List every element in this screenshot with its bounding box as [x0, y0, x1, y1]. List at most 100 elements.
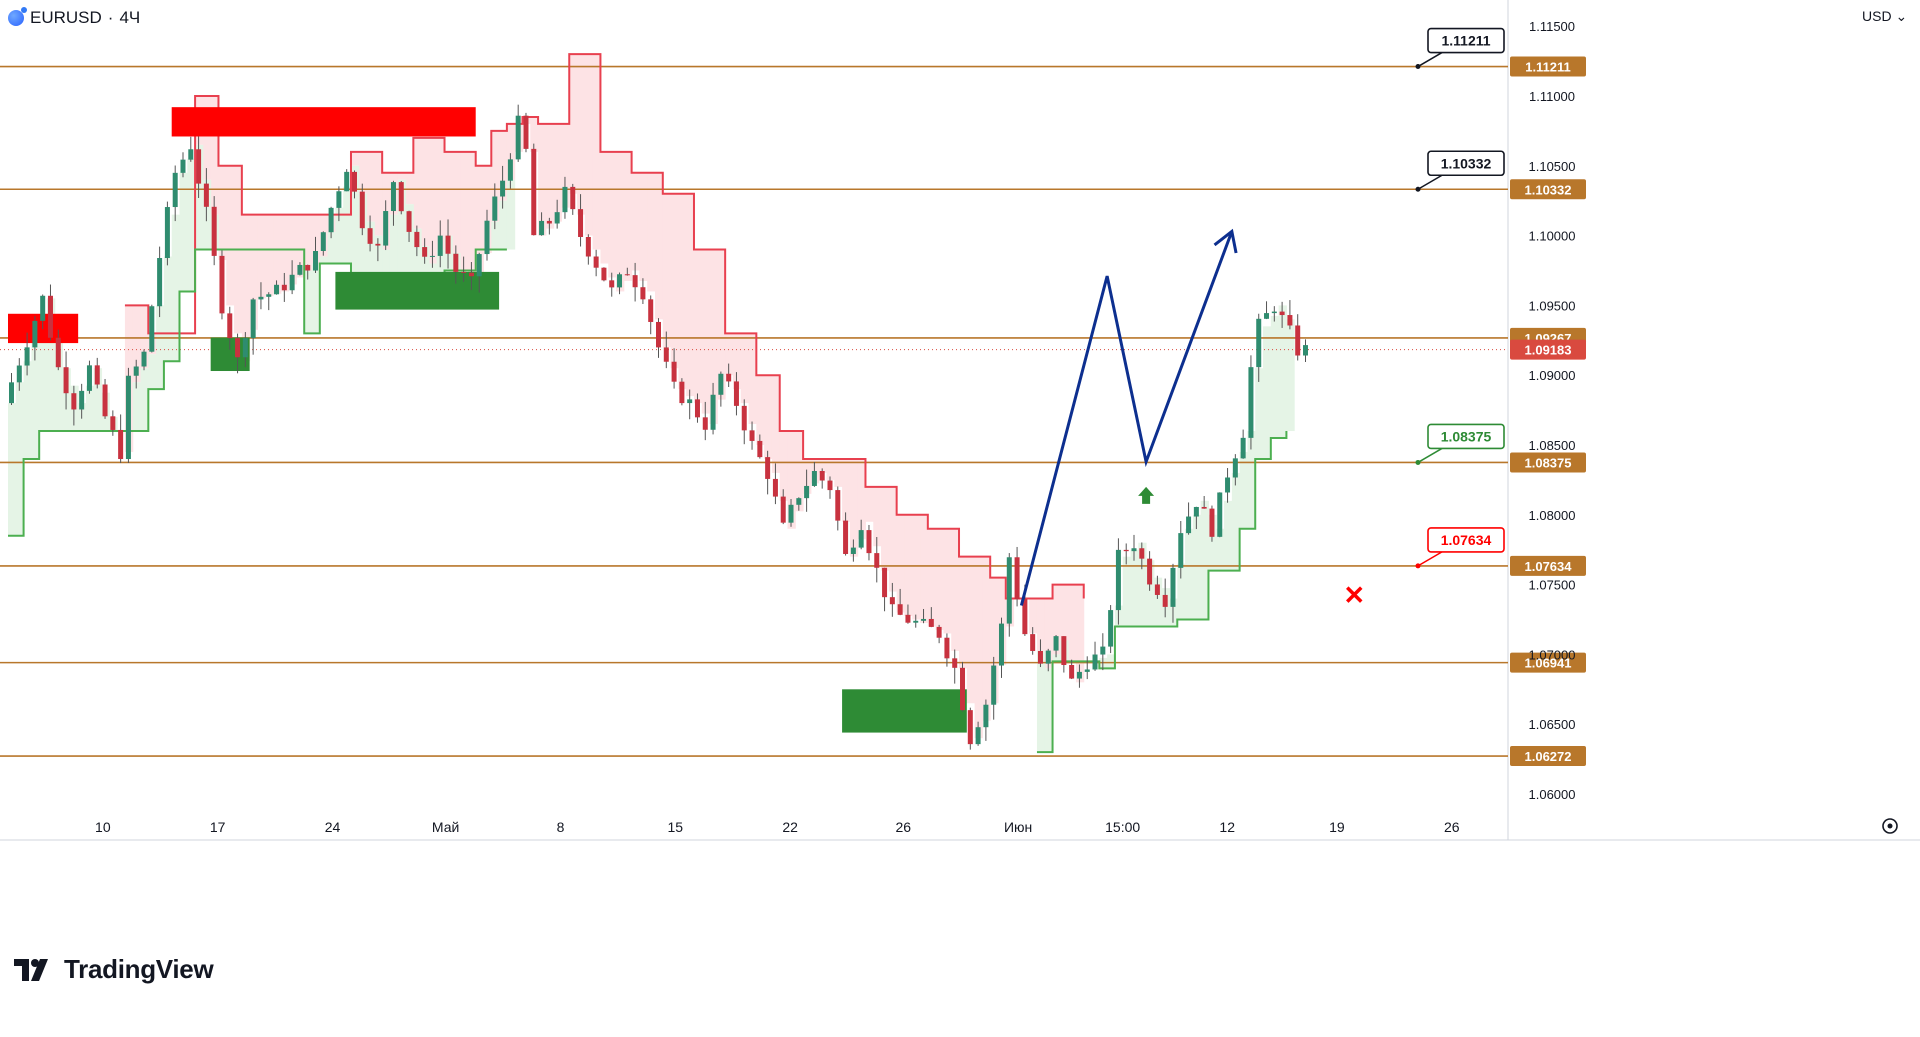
candle-body — [1193, 506, 1199, 517]
support-fill — [350, 165, 360, 292]
candle-body — [819, 471, 825, 481]
support-fill — [312, 263, 321, 334]
tradingview-logo[interactable]: TradingView — [14, 954, 214, 985]
candle-body — [671, 361, 677, 382]
candle-body — [1178, 533, 1184, 568]
support-fill — [62, 368, 71, 432]
resistance-fill — [538, 123, 547, 236]
time-tick-label: 15 — [668, 819, 684, 835]
resistance-fill — [740, 333, 750, 404]
support-fill — [1044, 668, 1054, 753]
candle-body — [274, 284, 280, 295]
candle-body — [1154, 584, 1160, 595]
candle-body — [219, 255, 225, 314]
callout-pointer — [1417, 174, 1443, 190]
demand-zone[interactable] — [335, 271, 500, 310]
time-tick-label: Июн — [1004, 819, 1032, 835]
resistance-fill — [1044, 598, 1054, 669]
support-fill — [23, 361, 32, 459]
candle-body — [921, 618, 927, 621]
time-tick-label: 22 — [782, 819, 798, 835]
support-fill — [1270, 315, 1280, 439]
projection-path[interactable] — [1019, 230, 1234, 606]
candle-body — [63, 367, 69, 394]
candle-body — [1303, 345, 1308, 356]
level-callout-box[interactable] — [1427, 423, 1505, 450]
level-price-tag — [1510, 179, 1586, 200]
resistance-fill — [428, 137, 438, 264]
resistance-fill — [132, 305, 142, 383]
level-price-tag — [1510, 746, 1586, 767]
candle-body — [1006, 557, 1012, 624]
resistance-fill — [366, 151, 375, 222]
level-price-tag — [1510, 56, 1586, 77]
level-callout-box[interactable] — [1427, 527, 1505, 553]
resistance-fill — [732, 333, 742, 390]
support-fill — [8, 403, 17, 536]
resistance-fill — [701, 249, 711, 414]
currency-menu[interactable]: USD ⌄ — [1862, 8, 1907, 25]
level-callout-label: 1.10332 — [1441, 155, 1492, 171]
candle-body — [710, 394, 716, 430]
resistance-fill — [693, 249, 703, 404]
candle-body — [531, 148, 537, 236]
resistance-fill — [974, 556, 983, 739]
support-fill — [421, 246, 430, 278]
supply-zone[interactable] — [171, 107, 476, 137]
resistance-fill — [849, 458, 859, 557]
resistance-fill — [460, 151, 469, 271]
candle-body — [1170, 567, 1176, 607]
resistance-fill — [1060, 584, 1069, 641]
support-fill — [1146, 560, 1155, 627]
candle-body — [1115, 549, 1121, 611]
candle-body — [390, 182, 396, 212]
resistance-fill — [273, 214, 282, 294]
candle-body — [687, 399, 693, 404]
level-callout-box[interactable] — [1427, 27, 1505, 54]
candle-body — [164, 207, 170, 259]
candle-body — [1240, 437, 1246, 459]
candle-body — [55, 337, 61, 368]
gear-icon[interactable] — [1882, 818, 1898, 834]
candle-body — [1248, 367, 1254, 438]
candle-body — [726, 373, 732, 382]
candle-body — [110, 416, 116, 430]
level-callout-box[interactable] — [1427, 150, 1505, 177]
resistance-fill — [764, 375, 773, 459]
candle-body — [1100, 646, 1106, 655]
support-fill — [31, 340, 40, 459]
candle-body — [523, 115, 529, 149]
resistance-fill — [990, 577, 999, 704]
support-fill — [195, 144, 204, 250]
demand-zone[interactable] — [842, 689, 967, 733]
gear-ring — [1882, 818, 1898, 834]
resistance-fill — [616, 151, 625, 292]
candle-body — [733, 381, 739, 406]
price-tick-label: 1.06500 — [1529, 717, 1576, 732]
support-fill — [1224, 500, 1233, 571]
support-fill — [179, 172, 188, 292]
symbol-header[interactable]: EURUSD · 4Ч — [8, 6, 140, 30]
candle-body — [94, 365, 100, 385]
candle-body — [1014, 557, 1020, 600]
resistance-fill — [545, 123, 555, 229]
candle-body — [406, 211, 412, 232]
candle-body — [539, 220, 545, 236]
candle-body — [313, 250, 319, 271]
candle-body — [640, 287, 646, 300]
support-fill — [343, 186, 352, 264]
candle-body — [507, 159, 513, 181]
support-fill — [374, 235, 383, 292]
candle-body — [967, 710, 973, 745]
projection-arrowhead — [1213, 228, 1238, 254]
support-fill — [78, 403, 87, 432]
support-fill — [163, 256, 173, 362]
candle-body — [889, 597, 895, 605]
support-fill — [140, 368, 149, 432]
candle-body — [188, 149, 194, 160]
candle-body — [1201, 506, 1207, 509]
resistance-fill — [421, 137, 430, 247]
candle-body — [172, 172, 178, 208]
